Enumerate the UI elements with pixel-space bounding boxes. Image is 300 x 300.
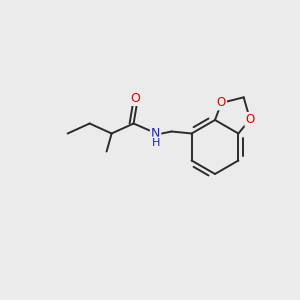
Text: H: H	[152, 137, 160, 148]
Text: O: O	[217, 96, 226, 110]
Text: O: O	[130, 92, 140, 105]
Text: O: O	[245, 113, 255, 126]
Text: N: N	[151, 127, 160, 140]
